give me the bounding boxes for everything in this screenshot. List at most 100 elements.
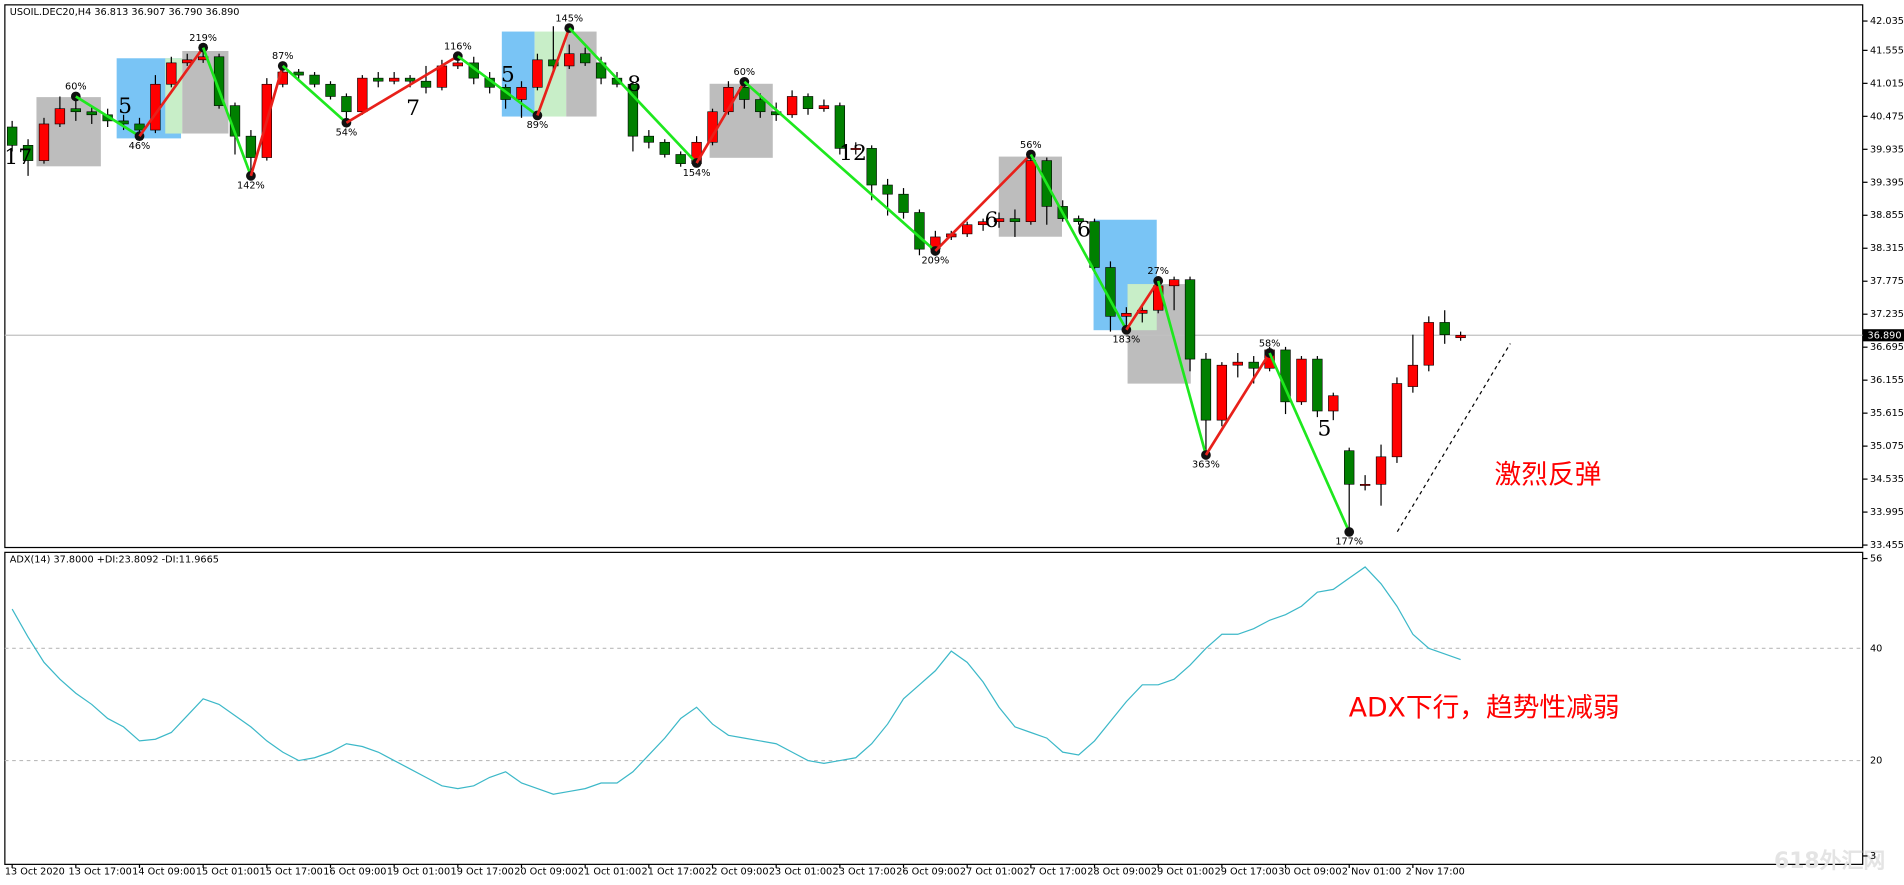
- x-tick-label: 30 Oct 09:00: [1278, 867, 1341, 878]
- candle-body: [580, 53, 591, 64]
- y-tick-label: 39.935: [1870, 144, 1904, 155]
- candle-body: [166, 62, 177, 85]
- candle-body: [86, 111, 97, 116]
- annotation: 激烈反弹: [1495, 459, 1602, 490]
- zigzag-label: 89%: [527, 120, 549, 131]
- x-tick-label: 26 Oct 09:00: [896, 867, 959, 878]
- x-tick-label: 19 Oct 17:00: [451, 867, 514, 878]
- zigzag-segment: [1204, 352, 1271, 456]
- zigzag-segment: [201, 47, 253, 177]
- y-tick-label: 33.455: [1870, 540, 1904, 551]
- candle-body: [1200, 358, 1212, 421]
- y-tick-label: 35.075: [1870, 441, 1904, 452]
- x-tick-label: 22 Oct 09:00: [705, 867, 768, 878]
- candle-body: [1089, 221, 1100, 268]
- y-tick-label: 35.615: [1870, 408, 1904, 419]
- zigzag-label: 219%: [189, 33, 217, 44]
- y-tick-label: 38.855: [1870, 210, 1904, 221]
- x-tick-label: 2 Nov 17:00: [1406, 867, 1465, 878]
- zigzag-segment: [1268, 352, 1351, 533]
- x-tick-label: 29 Oct 17:00: [1215, 867, 1278, 878]
- candle-body: [1455, 334, 1466, 339]
- zigzag-pivot: [1264, 348, 1275, 358]
- x-tick-label: 19 Oct 01:00: [387, 867, 450, 878]
- zigzag-pivot: [1153, 276, 1164, 286]
- zigzag-label: 363%: [1192, 460, 1220, 471]
- candle-body: [1407, 364, 1419, 387]
- candle-body: [1168, 279, 1180, 287]
- x-tick-label: 27 Oct 01:00: [960, 867, 1023, 878]
- candle-body: [293, 71, 304, 76]
- candle-body: [786, 96, 798, 116]
- zigzag-pivot: [1025, 149, 1036, 160]
- candle-body: [564, 53, 575, 67]
- candle-body: [420, 80, 432, 88]
- annotation: ADX下行，趋势性减弱: [1349, 692, 1620, 723]
- zigzag-segment: [695, 81, 746, 164]
- candle-body: [309, 74, 320, 85]
- y-tick-label: 40: [1870, 643, 1882, 654]
- trend-arrow: [1396, 343, 1511, 533]
- zigzag-label: 56%: [1020, 140, 1042, 151]
- zigzag-pivot: [1344, 527, 1355, 537]
- candle-body: [548, 59, 559, 67]
- candle-body: [1391, 383, 1403, 458]
- x-tick-label: 13 Oct 2020: [5, 867, 65, 878]
- y-tick-label: 39.395: [1870, 177, 1904, 188]
- zigzag-segment: [1125, 280, 1160, 331]
- candle-body: [1232, 361, 1243, 366]
- candle-body: [22, 145, 34, 161]
- zigzag-segment: [1029, 153, 1128, 331]
- candle-body: [70, 108, 81, 113]
- y-tick-label: 34.535: [1870, 474, 1904, 485]
- candle-body: [739, 87, 750, 100]
- y-tick-label: 37.235: [1870, 309, 1904, 320]
- x-tick-label: 21 Oct 01:00: [578, 867, 641, 878]
- candle-body: [54, 108, 66, 125]
- x-tick-label: 28 Oct 09:00: [1087, 867, 1150, 878]
- zigzag-label: 87%: [272, 51, 294, 62]
- zigzag-label: 46%: [129, 141, 151, 152]
- zigzag-segment: [457, 55, 539, 117]
- x-tick-label: 16 Oct 09:00: [323, 867, 386, 878]
- candle-body: [1296, 358, 1307, 403]
- adx-panel: [4, 551, 1864, 865]
- candle-body: [1423, 322, 1434, 366]
- candle-body: [6, 126, 18, 146]
- adx-title: ADX(14) 37.8000 +DI:23.8092 -DI:11.9665: [10, 555, 219, 566]
- x-tick-label: 15 Oct 01:00: [196, 867, 259, 878]
- candle-body: [643, 135, 655, 143]
- zigzag-label: 209%: [921, 256, 949, 267]
- zigzag-segment: [934, 153, 1032, 252]
- candle-body: [1312, 358, 1323, 412]
- candle-body: [1216, 364, 1228, 421]
- candle-body: [452, 62, 463, 67]
- wave-label: 5: [501, 62, 515, 87]
- wave-label: 17: [4, 145, 32, 170]
- candle-body: [245, 135, 257, 158]
- candle-body: [1439, 322, 1450, 335]
- x-tick-label: 29 Oct 01:00: [1151, 867, 1214, 878]
- candle-body: [404, 77, 416, 82]
- x-tick-label: 27 Oct 17:00: [1024, 867, 1087, 878]
- candle-body: [675, 154, 686, 164]
- candle-body: [993, 218, 1005, 222]
- zigzag-label: 116%: [444, 41, 472, 52]
- candle-body: [134, 123, 145, 131]
- candle-body: [1344, 450, 1355, 485]
- candle-body: [1121, 312, 1132, 317]
- adx-line: [11, 566, 1461, 795]
- wave-label: 12: [839, 141, 867, 166]
- zigzag-segment: [138, 46, 205, 137]
- y-tick-label: 33.995: [1870, 507, 1904, 518]
- candle-body: [182, 59, 193, 64]
- zigzag-label: 177%: [1335, 537, 1363, 548]
- wave-label: 5: [118, 94, 132, 119]
- box: [566, 31, 597, 117]
- watermark: 618外汇网: [1774, 848, 1885, 874]
- candle-body: [1328, 395, 1339, 412]
- candle-body: [1375, 456, 1387, 485]
- candle-body: [500, 87, 511, 100]
